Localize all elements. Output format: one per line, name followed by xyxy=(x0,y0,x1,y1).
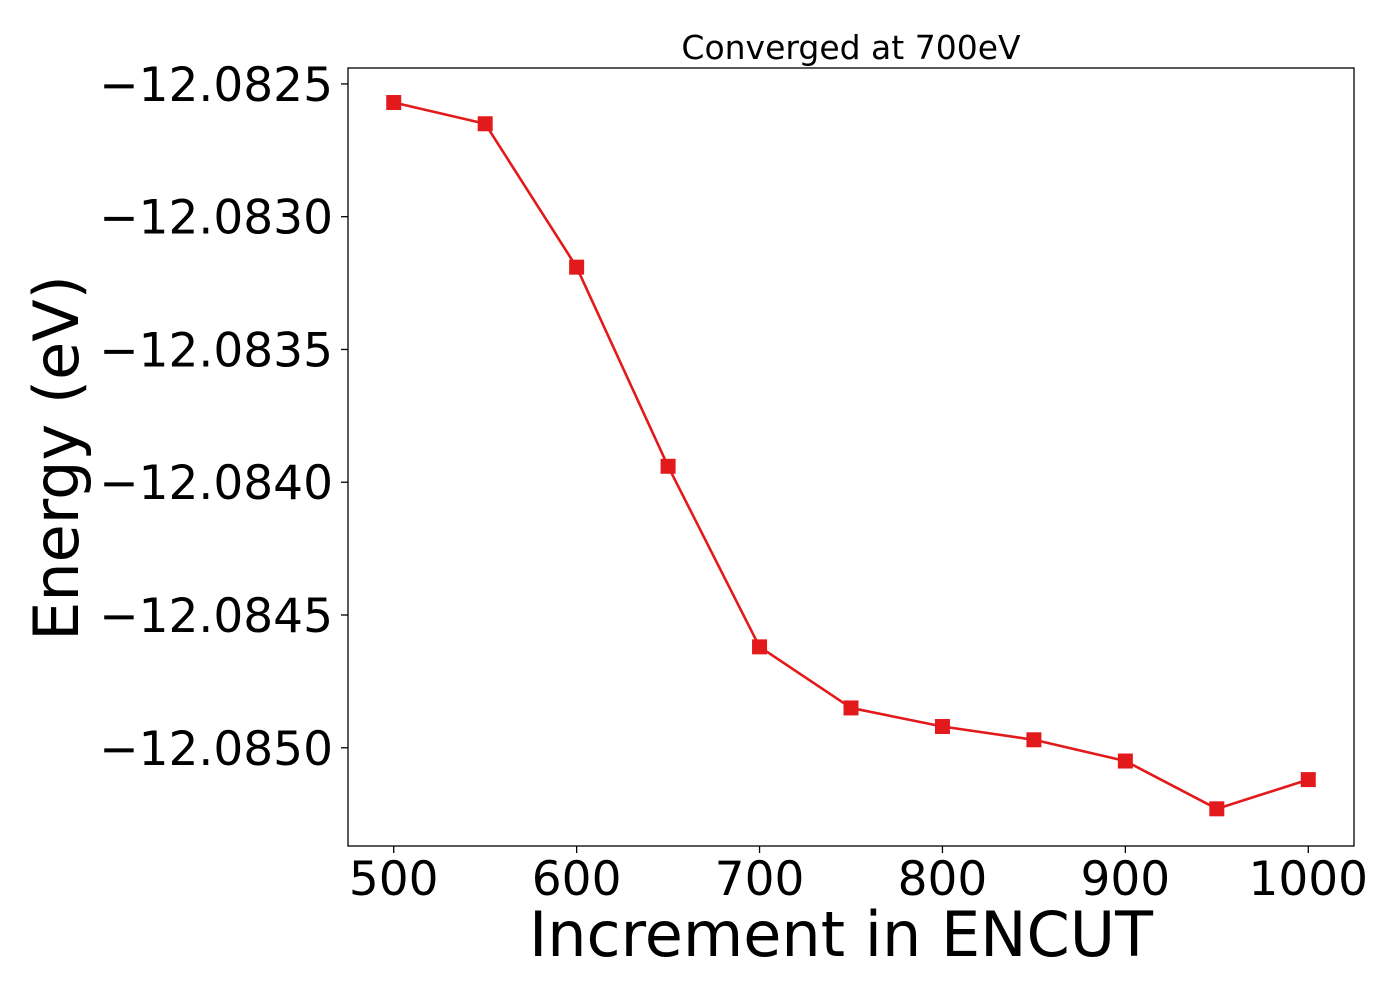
y-tick-label: −12.0845 xyxy=(99,589,333,644)
x-tick-label: 700 xyxy=(715,852,805,907)
plot-frame xyxy=(347,67,1355,847)
x-tick-label: 800 xyxy=(898,852,988,907)
x-tick-label: 500 xyxy=(349,852,439,907)
y-tick-label: −12.0840 xyxy=(99,456,333,511)
x-tick-label: 900 xyxy=(1081,852,1171,907)
x-tick-label: 1000 xyxy=(1248,852,1368,907)
y-tick-label: −12.0825 xyxy=(99,58,333,113)
series-layer xyxy=(386,95,1316,817)
y-tick-label: −12.0830 xyxy=(99,191,333,246)
data-point xyxy=(569,259,585,275)
data-point xyxy=(660,458,676,474)
data-point xyxy=(1300,772,1316,788)
x-tick-label: 600 xyxy=(532,852,622,907)
chart-title: Converged at 700eV xyxy=(681,28,1021,67)
data-point xyxy=(843,700,859,716)
data-point xyxy=(934,719,950,735)
y-axis-label: Energy (eV) xyxy=(20,275,93,641)
y-axis: −12.0825 −12.0830 −12.0835 −12.0840 −12.0845… xyxy=(99,58,348,777)
data-point xyxy=(752,639,768,655)
data-point xyxy=(1209,801,1225,817)
x-axis: 500 600 700 800 900 1000 xyxy=(349,846,1368,907)
data-point xyxy=(1026,732,1042,748)
x-axis-label: Increment in ENCUT xyxy=(529,898,1154,971)
y-tick-label: −12.0850 xyxy=(99,722,333,777)
data-point xyxy=(1117,753,1133,769)
data-point xyxy=(386,95,402,111)
plot-area xyxy=(347,67,1355,847)
data-point xyxy=(477,116,493,132)
y-tick-label: −12.0835 xyxy=(99,323,333,378)
